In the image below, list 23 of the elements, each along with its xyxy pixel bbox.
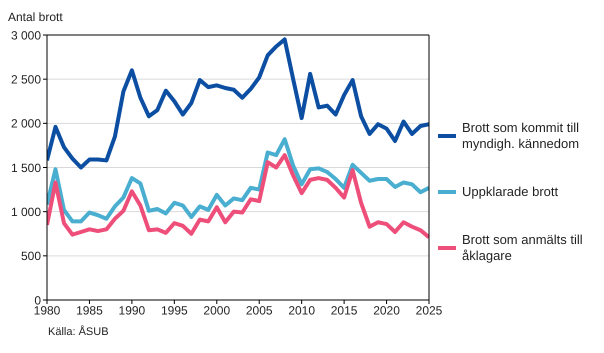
y-tick-label: 3 000 — [10, 28, 42, 42]
text: Källa: ÅSUB — [48, 326, 109, 338]
x-tick-label: 1990 — [118, 304, 146, 318]
y-tick-label: 2 500 — [10, 72, 42, 86]
y-axis-title: Antal brott — [8, 10, 63, 24]
y-tick-label: 2 000 — [10, 116, 42, 131]
x-tick-label: 2015 — [330, 304, 358, 318]
x-tick-label: 2000 — [203, 304, 230, 318]
legend-label: Brott som kommit till myndigh. kännedom — [462, 120, 580, 152]
x-tick-label: 2025 — [416, 304, 443, 318]
x-tick-label: 2020 — [373, 304, 400, 318]
y-tick-label: 500 — [20, 249, 42, 264]
line-series — [47, 137, 429, 224]
x-tick-label: 1995 — [160, 304, 188, 318]
x-tick-label: 1985 — [76, 304, 104, 318]
legend-label: Brott som anmälts till åklagare — [462, 232, 584, 264]
y-tick-label: 1 500 — [10, 160, 42, 175]
line-series — [47, 37, 429, 170]
legend-label: Uppklarade brott — [462, 184, 558, 200]
x-tick-label: 2005 — [246, 304, 273, 318]
x-tick-label: 2010 — [288, 304, 316, 318]
line-series — [47, 153, 429, 240]
y-tick-label: 1 000 — [10, 204, 42, 219]
